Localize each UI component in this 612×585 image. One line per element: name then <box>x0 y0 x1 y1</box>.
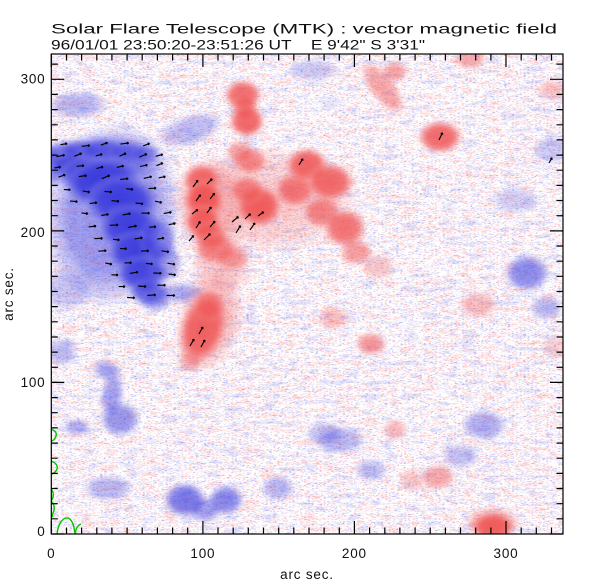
svg-text:arc sec.: arc sec. <box>280 567 334 582</box>
svg-text:Solar Flare Telescope (MTK) :: Solar Flare Telescope (MTK) : vector mag… <box>51 22 557 37</box>
svg-text:200: 200 <box>21 225 46 240</box>
svg-text:300: 300 <box>494 546 519 561</box>
svg-text:300: 300 <box>21 72 46 87</box>
svg-text:200: 200 <box>342 546 367 561</box>
svg-text:96/01/01 23:50:20-23:51:26 UT: 96/01/01 23:50:20-23:51:26 UT E 9'42" S … <box>51 38 425 53</box>
svg-text:0: 0 <box>37 524 45 539</box>
svg-text:100: 100 <box>190 546 215 561</box>
svg-text:arc sec.: arc sec. <box>1 267 16 321</box>
svg-text:0: 0 <box>47 546 55 561</box>
svg-text:100: 100 <box>21 375 46 390</box>
